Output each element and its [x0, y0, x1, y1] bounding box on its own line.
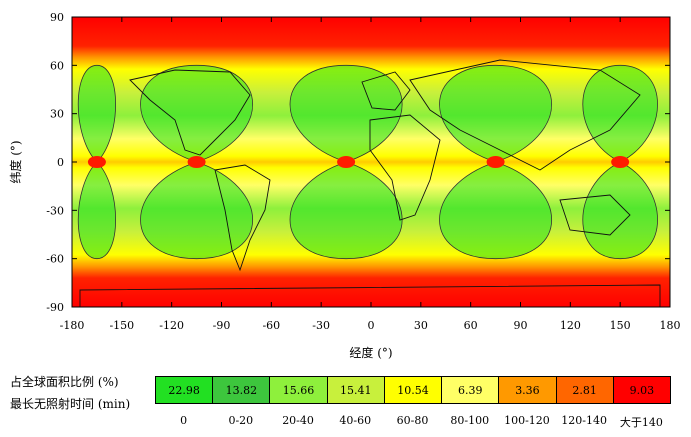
equator-gap-spot: [611, 156, 630, 168]
equator-gap-spot: [187, 156, 206, 168]
x-tick-label: 0: [368, 319, 375, 332]
equator-gap-spot: [337, 156, 356, 168]
x-tick-label: 30: [414, 319, 428, 332]
x-tick-label: 90: [514, 319, 528, 332]
continent-outline: [214, 164, 271, 272]
x-tick-label: 120: [560, 319, 581, 332]
x-tick-label: -120: [159, 319, 184, 332]
x-tick-label: -60: [262, 319, 280, 332]
x-tick-label: -30: [312, 319, 330, 332]
x-tick-label: -180: [60, 319, 85, 332]
x-tick-label: 60: [464, 319, 478, 332]
coverage-background: [72, 17, 670, 307]
y-tick-label: 0: [57, 156, 64, 169]
y-tick-label: 90: [50, 11, 64, 24]
y-tick-label: 60: [50, 59, 64, 72]
y-tick-label: -30: [46, 204, 64, 217]
y-tick-label: 30: [50, 108, 64, 121]
continent-outline: [559, 194, 631, 236]
axis-ticks: -180 -150 -120 -90 -60 -30 0 30 60 90 120 150 180 90 6…: [46, 11, 680, 332]
x-tick-label: -150: [109, 319, 134, 332]
y-tick-label: -90: [46, 301, 64, 314]
y-axis-label: 纬度 (°): [8, 140, 23, 183]
continent-outline: [129, 69, 251, 156]
continent-outline: [79, 284, 661, 307]
equator-gap-spot: [87, 156, 106, 168]
continent-outline: [361, 71, 411, 111]
x-tick-label: 180: [660, 319, 681, 332]
plot-area: [71, 16, 671, 308]
y-tick-label: -60: [46, 253, 64, 266]
equator-gap-spot: [486, 156, 505, 168]
x-tick-label: -90: [213, 319, 231, 332]
continent-outline: [409, 59, 641, 171]
x-axis-label: 经度 (°): [349, 345, 392, 360]
x-tick-label: 150: [610, 319, 631, 332]
continent-outline: [369, 114, 441, 221]
